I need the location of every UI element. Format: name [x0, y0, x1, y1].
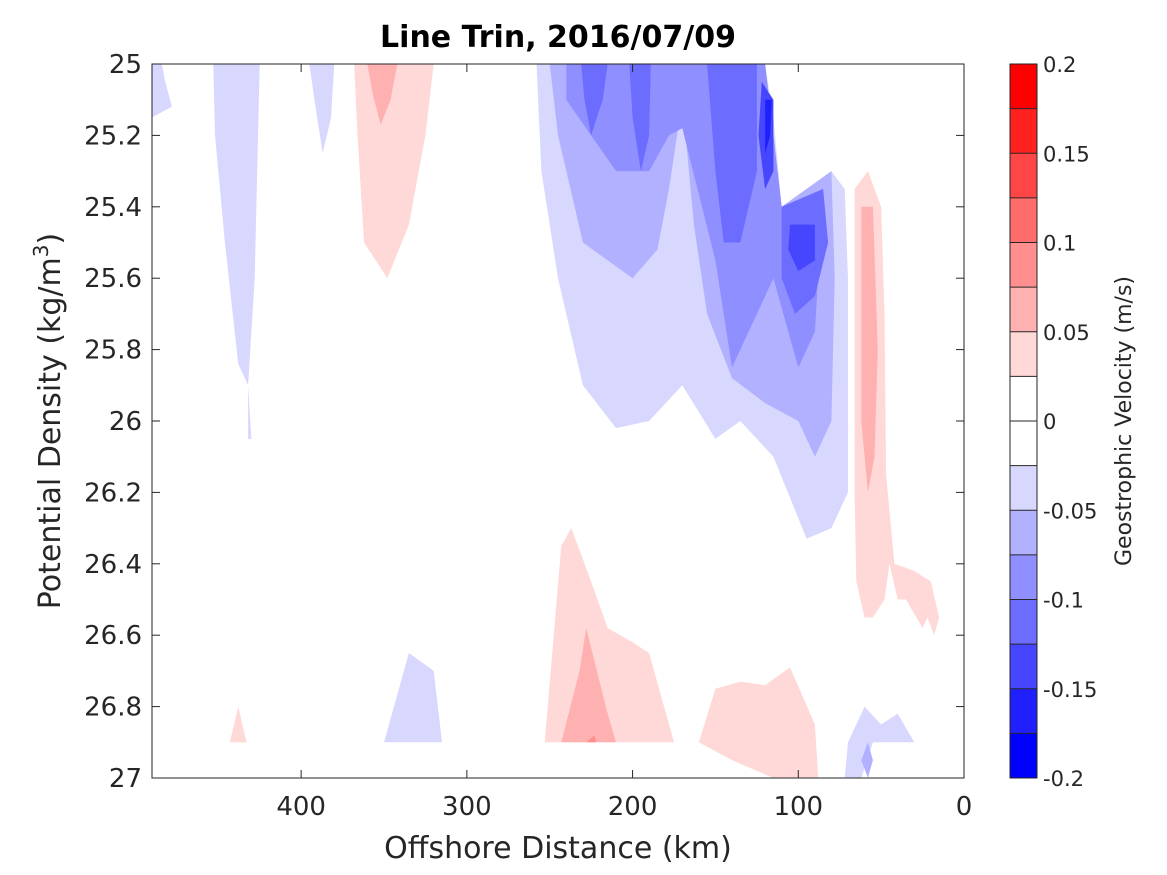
colorbar-segment	[1010, 108, 1037, 154]
contour-region-10	[707, 64, 757, 243]
y-tick-label: 26.8	[84, 693, 142, 723]
y-tick-label: 25.6	[84, 264, 142, 294]
contour-region-2	[309, 64, 335, 154]
y-axis-label-close: )	[33, 233, 68, 245]
colorbar-tick-label: 0.15	[1043, 142, 1090, 166]
colorbar-tick-label: -0.15	[1043, 678, 1097, 702]
x-tick-label: 200	[608, 792, 658, 822]
colorbar-segment	[1010, 644, 1037, 689]
contour-region-17	[544, 528, 674, 743]
colorbar-segment	[1010, 599, 1037, 645]
colorbar-tick-label: -0.05	[1043, 499, 1097, 523]
x-tick-label: 400	[276, 792, 326, 822]
colorbar-segment	[1010, 197, 1037, 243]
colorbar-tick-label: 0.1	[1043, 232, 1076, 256]
colorbar-segment	[1010, 153, 1037, 198]
contour-region-8	[581, 64, 608, 136]
colorbar-tick-label: -0.1	[1043, 589, 1084, 613]
colorbar-tick-label: 0.2	[1043, 53, 1076, 77]
contour-region-1	[213, 64, 260, 439]
chart-title: Line Trin, 2016/07/09	[380, 20, 736, 55]
colorbar-frame	[1009, 63, 1038, 779]
colorbar-segment	[1010, 376, 1037, 421]
x-tick-label: 0	[956, 792, 973, 822]
contour-region-7	[566, 64, 824, 368]
x-axis: 400 300 200 100 0	[276, 64, 972, 822]
contour-region-16	[861, 206, 878, 493]
colorbar-segment	[1010, 465, 1037, 511]
colorbar-segment	[1010, 554, 1037, 600]
y-tick-label: 26	[109, 407, 142, 437]
contour-region-3	[354, 64, 434, 279]
y-tick-label: 25.8	[84, 336, 142, 366]
contour-region-23	[844, 706, 915, 778]
contour-region-14	[765, 99, 772, 154]
x-tick-label: 100	[773, 792, 823, 822]
contour-region-4	[367, 64, 398, 125]
colorbar: 0.2 0.15 0.1 0.05 0 -0.05 -0.1 -0.15 -0.2	[1009, 53, 1097, 791]
contour-region-20	[229, 706, 247, 743]
colorbar-label: Geostrophic Velocity (m/s)	[1112, 276, 1137, 566]
y-tick-label: 26.2	[84, 478, 142, 508]
contour-region-19	[586, 735, 597, 743]
y-axis-label-text: Potential Density (kg/m	[33, 257, 68, 609]
x-axis-label: Offshore Distance (km)	[384, 831, 732, 866]
colorbar-segment	[1010, 242, 1037, 288]
y-tick-label: 26.6	[84, 621, 142, 651]
colorbar-segment	[1010, 733, 1037, 778]
contour-region-0	[152, 64, 172, 118]
contour-region-18	[561, 628, 616, 743]
colorbar-tick-label: 0.05	[1043, 321, 1090, 345]
colorbar-segment	[1010, 287, 1037, 332]
contour-fill-regions	[152, 64, 940, 778]
contour-region-21	[698, 667, 819, 778]
colorbar-segment	[1010, 510, 1037, 555]
colorbar-tick-label: -0.2	[1043, 767, 1084, 791]
y-tick-label: 27	[109, 764, 142, 794]
contour-region-9	[629, 64, 651, 172]
x-tick-label: 300	[442, 792, 492, 822]
colorbar-segment	[1010, 688, 1037, 734]
y-tick-label: 25.4	[84, 193, 142, 223]
colorbar-segment	[1010, 421, 1037, 466]
colorbar-segment	[1010, 64, 1037, 109]
colorbar-segment	[1010, 331, 1037, 377]
contour-region-13	[788, 224, 815, 272]
contour-region-15	[854, 171, 940, 636]
contour-region-24	[861, 742, 873, 778]
contour-region-22	[384, 653, 442, 743]
y-tick-label: 25.2	[84, 121, 142, 151]
y-tick-label: 25	[109, 50, 142, 80]
y-axis: 25 25.2 25.4 25.6 25.8 26 26.2 26.4 26.6 26.8 27	[84, 50, 964, 794]
y-axis-label: Potential Density (kg/m3)	[29, 233, 68, 609]
y-tick-label: 26.4	[84, 550, 142, 580]
colorbar-tick-label: 0	[1043, 410, 1056, 434]
y-axis-label-superscript: 3	[29, 244, 53, 257]
